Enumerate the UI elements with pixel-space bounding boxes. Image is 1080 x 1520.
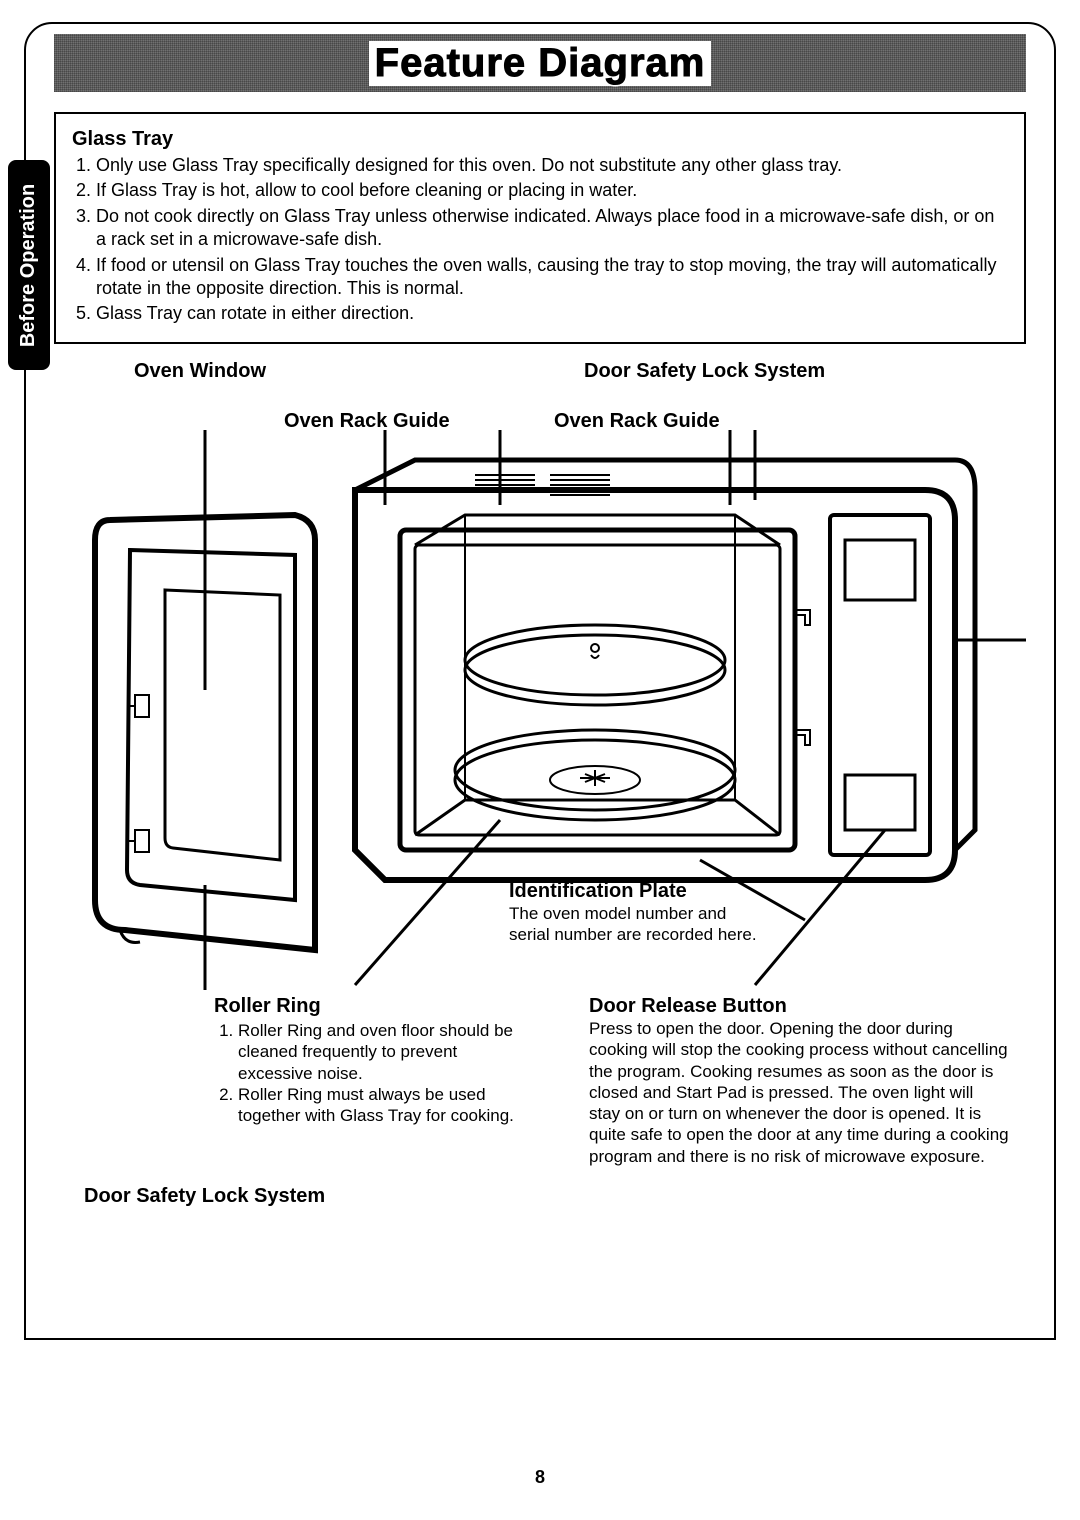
glass-tray-list: Only use Glass Tray specifically designe… bbox=[72, 154, 1008, 326]
page-title: Feature Diagram bbox=[369, 41, 712, 86]
page: Feature Diagram Before Operation Glass T… bbox=[0, 0, 1080, 1520]
door-release-heading: Door Release Button bbox=[589, 995, 1009, 1018]
label-roller-ring: Roller Ring Roller Ring and oven floor s… bbox=[214, 995, 514, 1126]
label-door-release: Door Release Button Press to open the do… bbox=[589, 995, 1009, 1167]
roller-ring-heading: Roller Ring bbox=[214, 995, 514, 1018]
list-item: Only use Glass Tray specifically designe… bbox=[96, 154, 1008, 177]
list-item: If food or utensil on Glass Tray touches… bbox=[96, 254, 1008, 301]
section-tab-label: Before Operation bbox=[18, 183, 41, 346]
identification-plate-text: The oven model number and serial number … bbox=[509, 903, 769, 946]
list-item: If Glass Tray is hot, allow to cool befo… bbox=[96, 179, 1008, 202]
list-item: Roller Ring and oven floor should be cle… bbox=[238, 1020, 514, 1084]
roller-ring-list: Roller Ring and oven floor should be cle… bbox=[214, 1020, 514, 1126]
label-door-safety-lock-bottom: Door Safety Lock System bbox=[84, 1185, 325, 1208]
title-banner: Feature Diagram bbox=[54, 34, 1026, 92]
page-number: 8 bbox=[0, 1467, 1080, 1488]
section-tab: Before Operation bbox=[8, 160, 50, 370]
label-identification-plate: Identification Plate The oven model numb… bbox=[509, 880, 769, 946]
glass-tray-box: Glass Tray Only use Glass Tray specifica… bbox=[54, 112, 1026, 344]
label-oven-window: Oven Window bbox=[134, 360, 266, 383]
list-item: Glass Tray can rotate in either directio… bbox=[96, 302, 1008, 325]
door-release-text: Press to open the door. Opening the door… bbox=[589, 1018, 1009, 1167]
diagram-area: Oven Window Door Safety Lock System Oven… bbox=[54, 330, 1026, 1460]
list-item: Do not cook directly on Glass Tray unles… bbox=[96, 205, 1008, 252]
list-item: Roller Ring must always be used together… bbox=[238, 1084, 514, 1127]
identification-plate-heading: Identification Plate bbox=[509, 880, 769, 903]
label-door-safety-lock-top: Door Safety Lock System bbox=[584, 360, 825, 383]
glass-tray-heading: Glass Tray bbox=[72, 126, 1008, 152]
